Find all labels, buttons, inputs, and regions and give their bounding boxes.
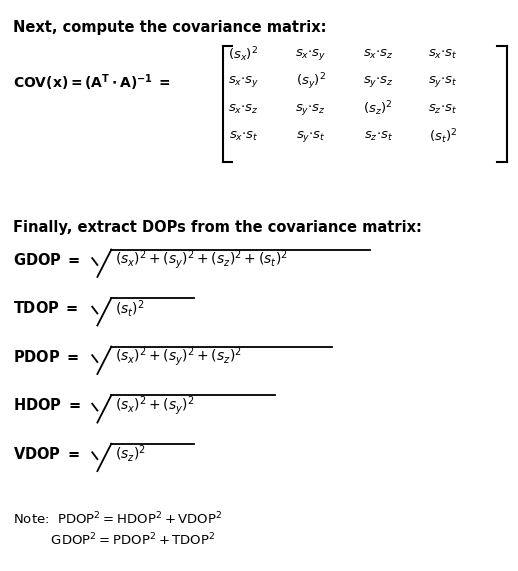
- Text: $(s_t)^2$: $(s_t)^2$: [429, 127, 457, 146]
- Text: $(s_x)^2 + (s_y)^2 + (s_z)^2 + (s_t)^2$: $(s_x)^2 + (s_y)^2 + (s_z)^2 + (s_t)^2$: [115, 248, 288, 271]
- Text: $\mathbf{HDOP}$ $\mathbf{=}$: $\mathbf{HDOP}$ $\mathbf{=}$: [13, 397, 81, 413]
- Text: $\mathbf{VDOP}$ $\mathbf{=}$: $\mathbf{VDOP}$ $\mathbf{=}$: [13, 446, 80, 462]
- Text: $\mathbf{GDOP}$ $\mathbf{=}$: $\mathbf{GDOP}$ $\mathbf{=}$: [13, 252, 80, 268]
- Text: $s_y{\cdot}s_t$: $s_y{\cdot}s_t$: [296, 129, 326, 144]
- Text: $s_y{\cdot}s_t$: $s_y{\cdot}s_t$: [428, 74, 458, 89]
- Text: $s_y{\cdot}s_z$: $s_y{\cdot}s_z$: [295, 102, 326, 116]
- Text: $s_x{\cdot}s_y$: $s_x{\cdot}s_y$: [295, 47, 326, 62]
- Text: $s_y{\cdot}s_z$: $s_y{\cdot}s_z$: [363, 74, 394, 89]
- Text: $s_z{\cdot}s_t$: $s_z{\cdot}s_t$: [364, 130, 393, 143]
- Text: Note:  $\mathrm{PDOP}^2 = \mathrm{HDOP}^2 + \mathrm{VDOP}^2$: Note: $\mathrm{PDOP}^2 = \mathrm{HDOP}^2…: [13, 511, 222, 528]
- Text: $s_x{\cdot}s_z$: $s_x{\cdot}s_z$: [363, 48, 394, 61]
- Text: $\mathbf{PDOP}$ $\mathbf{=}$: $\mathbf{PDOP}$ $\mathbf{=}$: [13, 349, 79, 365]
- Text: $(s_z)^2$: $(s_z)^2$: [364, 100, 393, 118]
- Text: $(s_z)^2$: $(s_z)^2$: [115, 444, 146, 464]
- Text: $\mathbf{TDOP}$ $\mathbf{=}$: $\mathbf{TDOP}$ $\mathbf{=}$: [13, 300, 78, 316]
- Text: $(s_t)^2$: $(s_t)^2$: [115, 298, 145, 319]
- Text: Next, compute the covariance matrix:: Next, compute the covariance matrix:: [13, 20, 326, 35]
- Text: $s_z{\cdot}s_t$: $s_z{\cdot}s_t$: [428, 103, 457, 115]
- Text: $s_x{\cdot}s_y$: $s_x{\cdot}s_y$: [228, 74, 259, 89]
- Text: $(s_x)^2$: $(s_x)^2$: [228, 45, 258, 63]
- Text: $(s_x)^2 + (s_y)^2$: $(s_x)^2 + (s_y)^2$: [115, 394, 195, 417]
- Text: $\mathbf{COV(x) = (A^T \cdot A)^{-1}}$ $\mathbf{=}$: $\mathbf{COV(x) = (A^T \cdot A)^{-1}}$ $…: [13, 73, 171, 93]
- Text: $(s_y)^2$: $(s_y)^2$: [296, 71, 326, 92]
- Text: $(s_x)^2 + (s_y)^2 + (s_z)^2$: $(s_x)^2 + (s_y)^2 + (s_z)^2$: [115, 345, 242, 368]
- Text: Finally, extract DOPs from the covariance matrix:: Finally, extract DOPs from the covarianc…: [13, 220, 422, 235]
- Text: $s_x{\cdot}s_t$: $s_x{\cdot}s_t$: [428, 48, 458, 61]
- Text: $s_x{\cdot}s_z$: $s_x{\cdot}s_z$: [228, 103, 259, 115]
- Text: $s_x{\cdot}s_t$: $s_x{\cdot}s_t$: [228, 130, 258, 143]
- Text: $\mathrm{GDOP}^2 = \mathrm{PDOP}^2 + \mathrm{TDOP}^2$: $\mathrm{GDOP}^2 = \mathrm{PDOP}^2 + \ma…: [13, 532, 215, 549]
